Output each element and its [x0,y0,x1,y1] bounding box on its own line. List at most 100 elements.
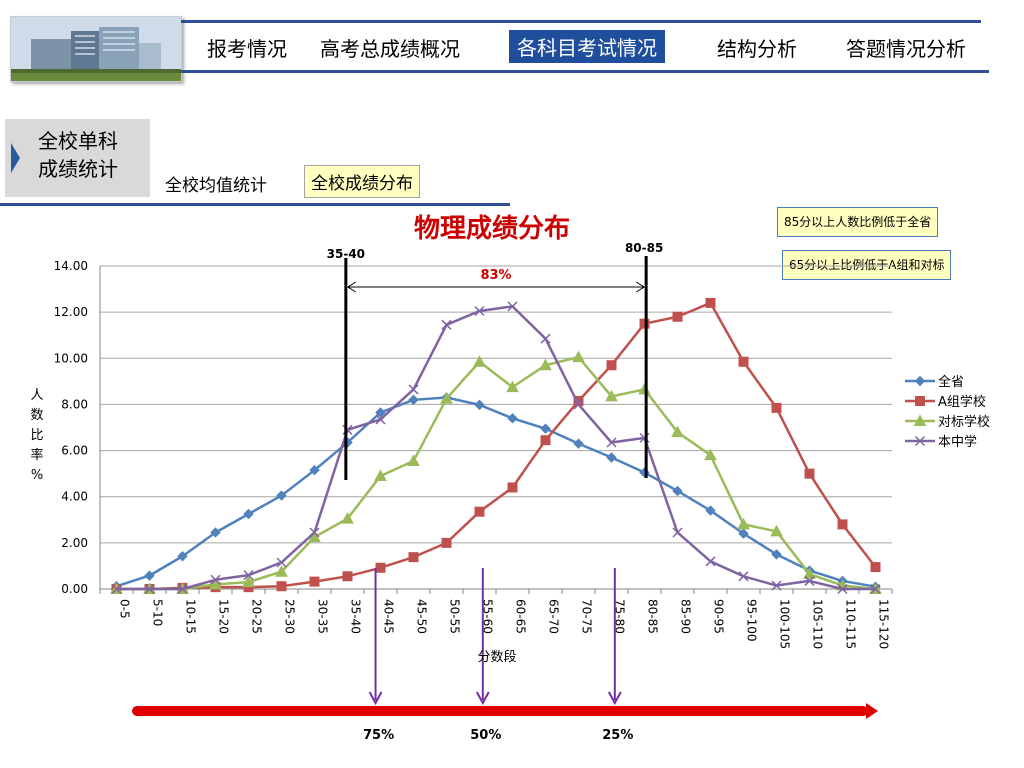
side-tab-school-subject-stats[interactable]: 全校单科 成绩统计 [5,119,150,197]
data-point [606,452,617,463]
marker-label-left: 35-40 [327,247,365,261]
subnav-rule [0,203,510,206]
nav-tab-registration[interactable]: 报考情况 [207,37,287,61]
data-point [672,527,683,538]
y-tick-label: 0.00 [61,582,88,596]
x-tick-label: 15-20 [217,599,231,634]
chart-title: 物理成绩分布 [413,214,570,244]
data-point [606,437,617,448]
percentile-arrow-head [607,691,622,706]
percentile-label: 75% [363,728,394,743]
x-tick-label: 40-45 [382,599,396,634]
chart-gridlines [99,265,892,590]
span-arrow-right-head [635,281,646,293]
x-tick-label: 95-100 [745,599,759,642]
percentile-label: 50% [470,728,501,743]
data-point [144,583,155,595]
data-point [671,425,684,438]
data-point [309,464,320,476]
data-point [705,556,716,567]
x-tick-label: 85-90 [679,599,693,634]
x-tick-label: 65-70 [547,599,561,634]
x-tick-label: 60-65 [514,599,528,634]
series-line [116,396,876,588]
span-arrow-left-head [346,281,357,293]
y-tick-label: 2.00 [61,536,88,550]
data-point [210,527,221,538]
side-tab-line-1: 全校单科 [38,129,118,153]
data-point [507,413,518,424]
x-tick-label: 55-60 [481,599,495,634]
legend-label: 全省 [938,374,964,390]
x-tick-label: 20-25 [250,599,264,634]
data-point [441,319,452,330]
nav-tab-subject-exams[interactable]: 各科目考试情况 [509,30,665,63]
data-point [771,580,782,591]
data-point [375,407,386,418]
data-point [374,469,387,481]
legend-label: A组学校 [938,394,986,410]
data-point [573,438,584,449]
note-box-65plus: 65分以上比例低于A组和对标 [782,250,952,280]
data-point [243,508,254,520]
range-bar-arrowhead [866,703,878,719]
y-axis-label-char: 率 [30,447,43,463]
data-point [771,402,782,413]
y-tick-label: 14.00 [54,259,88,273]
data-point [275,565,288,577]
x-tick-label: 110-115 [844,599,858,649]
data-point [672,311,683,322]
x-tick-label: 30-35 [316,599,330,634]
series-1 [111,297,881,594]
data-point [738,528,749,539]
data-point [837,519,848,530]
x-tick-label: 70-75 [580,599,594,634]
x-tick-label: 105-110 [811,599,825,649]
chevron-right-icon [11,143,20,173]
nav-tab-total-score[interactable]: 高考总成绩概况 [320,37,460,61]
data-point [803,567,816,580]
data-point [837,583,848,595]
side-tab-line-2: 成绩统计 [38,157,118,181]
header-rule-bottom [181,70,989,73]
data-point [111,583,122,595]
note-box-85plus: 85分以上人数比例低于全省 [777,207,939,237]
x-tick-label: 45-50 [415,599,429,634]
y-tick-label: 4.00 [61,490,88,504]
data-point [914,435,926,447]
y-tick-label: 10.00 [54,351,88,365]
y-axis-label: 人数比率% [30,388,43,483]
data-point [144,570,155,581]
series-3 [111,301,881,595]
y-axis-ticks: 0.00 2.00 4.00 6.00 8.00 10.00 12.00 14.00 [54,259,88,596]
series-line [116,305,876,591]
data-point [704,448,717,461]
data-point [242,575,255,588]
data-point [705,297,716,308]
series-2 [110,350,882,594]
x-tick-label: 25-30 [283,599,297,634]
data-point [804,575,815,586]
percentile-arrow-head [475,691,490,706]
data-point [804,468,815,479]
data-point [209,577,222,590]
y-tick-label: 8.00 [61,397,88,411]
tab-school-distribution[interactable]: 全校成绩分布 [304,165,420,198]
x-tick-label: 90-95 [712,599,726,634]
data-point [605,389,618,402]
x-axis-ticks: 0-5 5-10 10-15 15-20 20-25 25-30 30-35 35-40 40-… [99,589,893,649]
tab-school-average[interactable]: 全校均值统计 [165,176,267,196]
data-point [913,414,927,426]
data-point [276,557,287,568]
series-0 [111,392,881,592]
data-point [915,396,925,406]
nav-tab-structure[interactable]: 结构分析 [717,37,797,61]
x-tick-label: 100-105 [778,599,792,649]
marker-label-right: 80-85 [625,241,663,255]
nav-tab-answer-analysis[interactable]: 答题情况分析 [846,37,966,61]
x-axis-label: 分数段 [477,650,516,665]
data-point [870,583,881,595]
data-point [737,517,750,530]
data-point [375,414,386,425]
